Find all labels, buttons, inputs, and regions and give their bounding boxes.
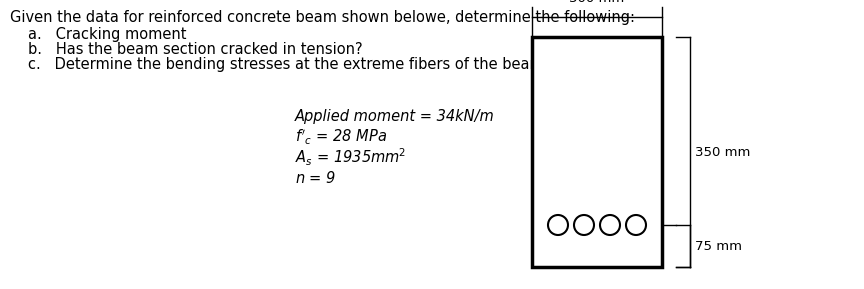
Text: $A_s$ = 1935mm$^2$: $A_s$ = 1935mm$^2$: [295, 147, 406, 168]
Text: 300 mm: 300 mm: [569, 0, 625, 5]
Text: c.   Determine the bending stresses at the extreme fibers of the beam.: c. Determine the bending stresses at the…: [28, 57, 549, 72]
Text: a.   Cracking moment: a. Cracking moment: [28, 27, 187, 42]
Text: $f'_c$ = 28 MPa: $f'_c$ = 28 MPa: [295, 128, 387, 147]
Circle shape: [626, 215, 646, 235]
Text: $n$ = 9: $n$ = 9: [295, 170, 336, 186]
Text: Applied moment = 34kN/m: Applied moment = 34kN/m: [295, 109, 495, 124]
Circle shape: [600, 215, 620, 235]
Text: 75 mm: 75 mm: [695, 240, 742, 253]
Text: 350 mm: 350 mm: [695, 145, 750, 158]
Text: Given the data for reinforced concrete beam shown belowe, determine the followin: Given the data for reinforced concrete b…: [10, 10, 635, 25]
Bar: [532, 37, 662, 267]
Circle shape: [574, 215, 594, 235]
Text: b.   Has the beam section cracked in tension?: b. Has the beam section cracked in tensi…: [28, 42, 363, 57]
Circle shape: [548, 215, 568, 235]
